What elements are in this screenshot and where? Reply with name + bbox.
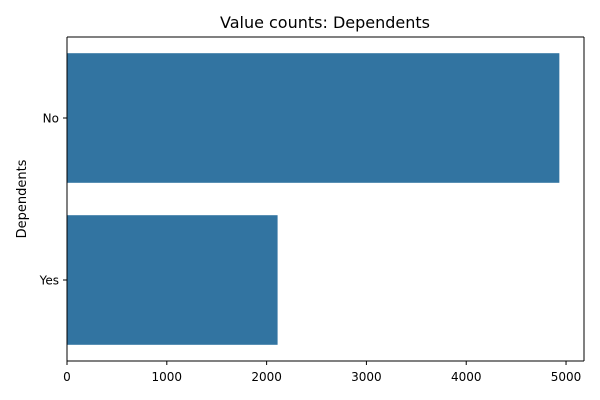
- bars-layer: [67, 53, 560, 345]
- y-axis-label: Dependents: [15, 159, 30, 238]
- bar-no: [67, 53, 560, 183]
- x-ticks: 0 1000 2000 3000 4000 5000: [63, 361, 581, 384]
- bar-yes: [67, 215, 278, 345]
- x-tick-label: 3000: [351, 370, 382, 384]
- x-tick-label: 1000: [152, 370, 183, 384]
- chart-title: Value counts: Dependents: [220, 13, 430, 32]
- x-tick-label: 4000: [451, 370, 482, 384]
- x-tick-label: 2000: [251, 370, 282, 384]
- axes-layer: [66, 36, 585, 362]
- x-tick-label: 5000: [551, 370, 582, 384]
- x-tick-label: 0: [63, 370, 71, 384]
- y-tick-label: Yes: [39, 274, 59, 288]
- y-ticks: No Yes: [39, 112, 67, 288]
- y-tick-label: No: [43, 112, 59, 126]
